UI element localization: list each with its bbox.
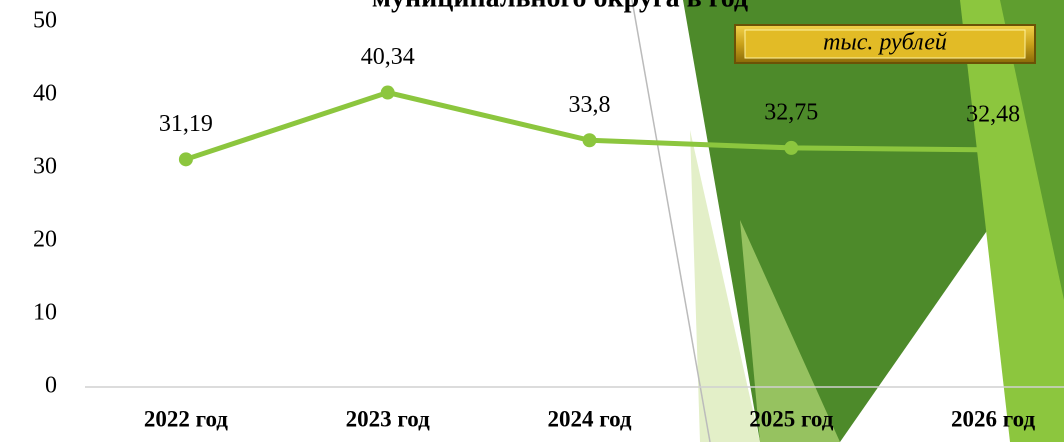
chart-title: муниципального округа в год [372, 0, 748, 13]
x-tick-label: 2023 год [346, 406, 430, 431]
data-point [380, 85, 395, 100]
y-tick-label: 40 [33, 81, 57, 107]
data-label: 31,19 [159, 111, 213, 137]
unit-label: тыс. рублей [823, 30, 947, 56]
x-tick-label: 2026 год [951, 406, 1035, 431]
x-tick-label: 2025 год [749, 406, 833, 431]
x-tick-label: 2022 год [144, 406, 228, 431]
data-point [784, 140, 799, 155]
y-tick-label: 50 [33, 8, 57, 34]
x-tick-label: 2024 год [547, 406, 631, 431]
data-label: 32,48 [966, 101, 1020, 127]
y-tick-label: 0 [45, 373, 57, 399]
y-tick-label: 10 [33, 300, 57, 326]
unit-badge: тыс. рублей [734, 24, 1036, 64]
data-point [178, 152, 193, 167]
y-tick-label: 20 [33, 227, 57, 253]
data-label: 33,8 [569, 92, 611, 118]
data-point [582, 133, 597, 148]
background-decoration [631, 0, 1064, 442]
data-label: 40,34 [361, 44, 415, 70]
data-point [986, 142, 1001, 157]
data-label: 32,75 [764, 99, 818, 125]
y-tick-label: 30 [33, 154, 57, 180]
